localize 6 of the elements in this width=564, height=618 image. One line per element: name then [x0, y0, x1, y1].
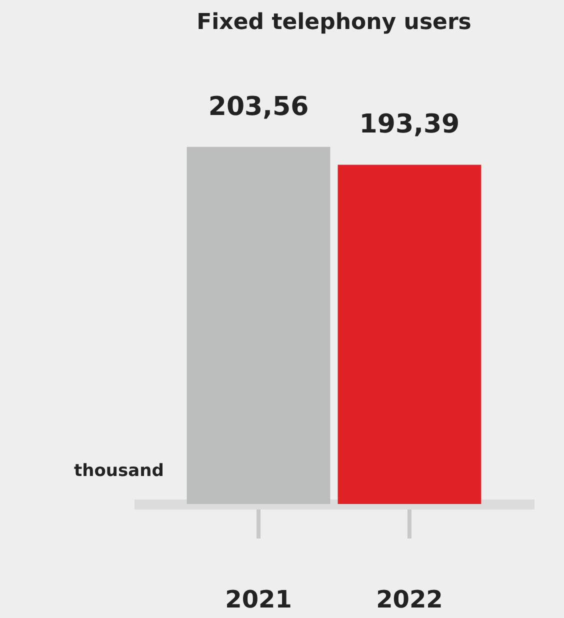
annotation: thousand	[74, 461, 164, 481]
chart-title: Fixed telephony users	[196, 10, 472, 35]
x-tick-label: 2021	[225, 586, 292, 614]
x-tick-label: 2022	[376, 586, 443, 614]
data-label: 203,56	[208, 92, 309, 122]
data-label: 193,39	[359, 110, 460, 140]
